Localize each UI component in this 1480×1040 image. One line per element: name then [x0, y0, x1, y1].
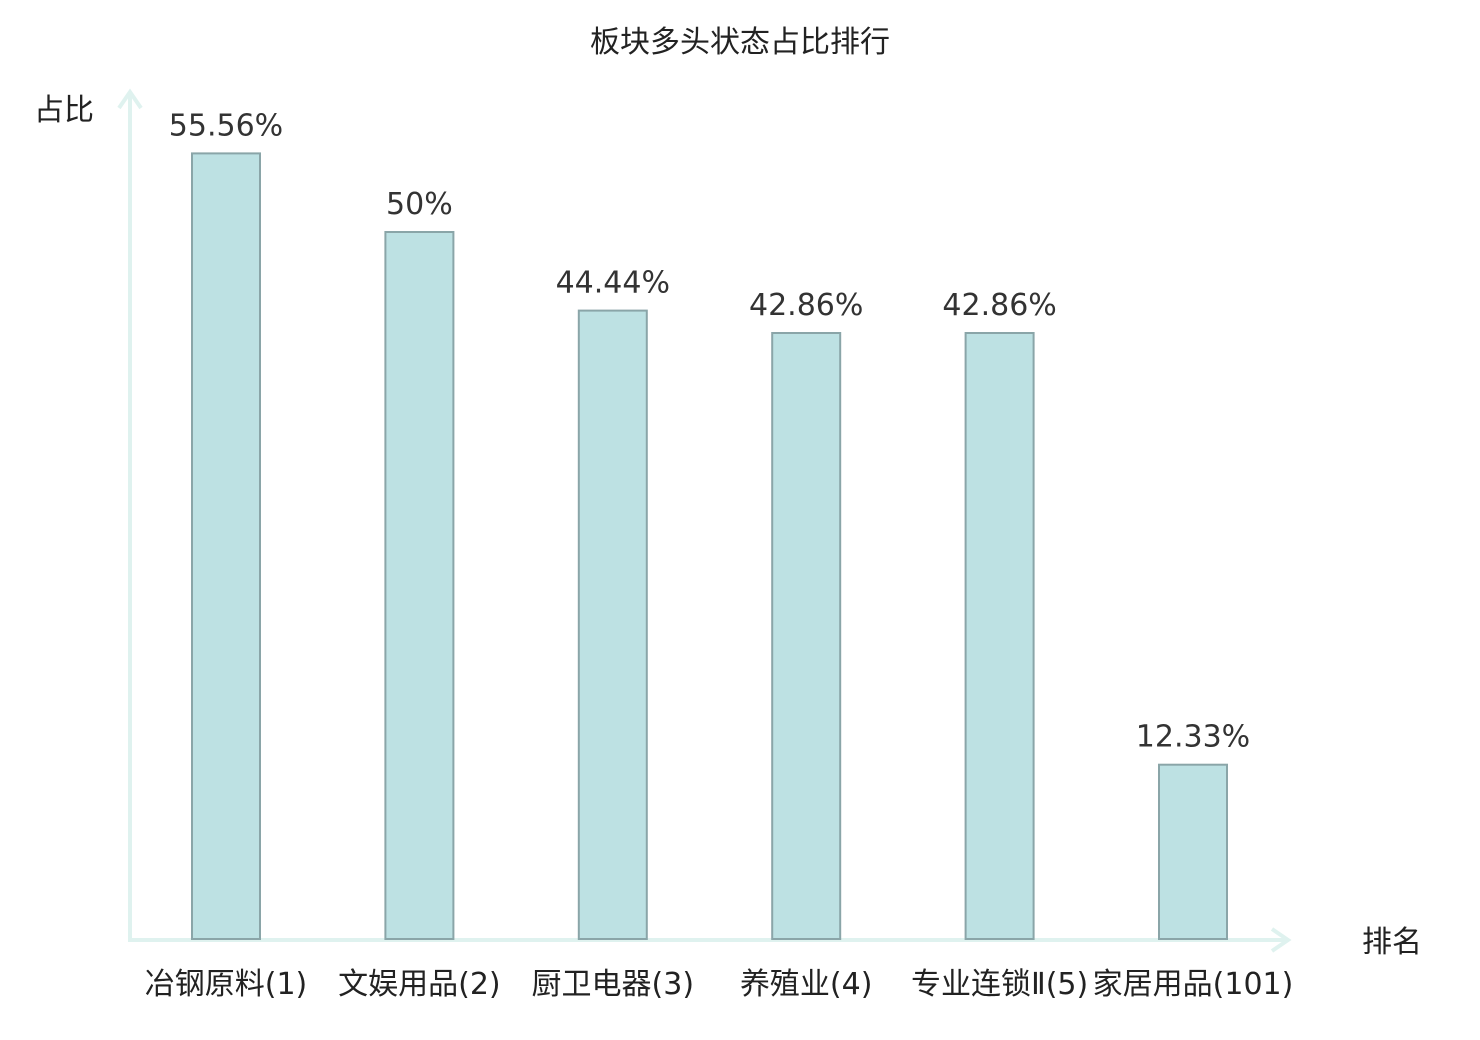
category-label-4: 养殖业(4) [740, 967, 873, 1002]
x-axis [128, 927, 1292, 953]
y-axis [117, 88, 143, 940]
bar-4 [771, 332, 842, 940]
bars-layer [191, 152, 1228, 941]
category-label-3: 厨卫电器(3) [532, 967, 695, 1002]
bar-3 [577, 309, 648, 941]
bar-2 [384, 231, 455, 940]
value-label-1: 55.56% [169, 108, 283, 143]
x-axis-arrow [1270, 927, 1292, 953]
bar-1 [191, 152, 261, 940]
value-label-2: 50% [386, 187, 453, 222]
category-label-6: 家居用品(101) [1093, 967, 1294, 1002]
x-axis-label: 排名 [1362, 925, 1422, 960]
bar-5 [964, 332, 1035, 940]
value-label-6: 12.33% [1136, 720, 1250, 755]
value-label-4: 42.86% [749, 288, 863, 323]
category-label-2: 文娱用品(2) [338, 967, 501, 1002]
y-axis-label: 占比 [34, 93, 94, 128]
chart-title: 板块多头状态占比排行 [590, 25, 890, 60]
category-label-5: 专业连锁Ⅱ(5) [911, 967, 1088, 1002]
bar-6 [1158, 763, 1228, 941]
value-labels-layer: 55.56% 50% 44.44% 42.86% 42.86% 12.33% [169, 108, 1250, 754]
category-label-1: 冶钢原料(1) [145, 967, 308, 1002]
value-label-3: 44.44% [556, 266, 670, 301]
value-label-5: 42.86% [942, 288, 1056, 323]
category-labels-layer: 冶钢原料(1) 文娱用品(2) 厨卫电器(3) 养殖业(4) 专业连锁Ⅱ(5) 家居用品(… [145, 967, 1294, 1002]
y-axis-arrow [117, 88, 143, 110]
